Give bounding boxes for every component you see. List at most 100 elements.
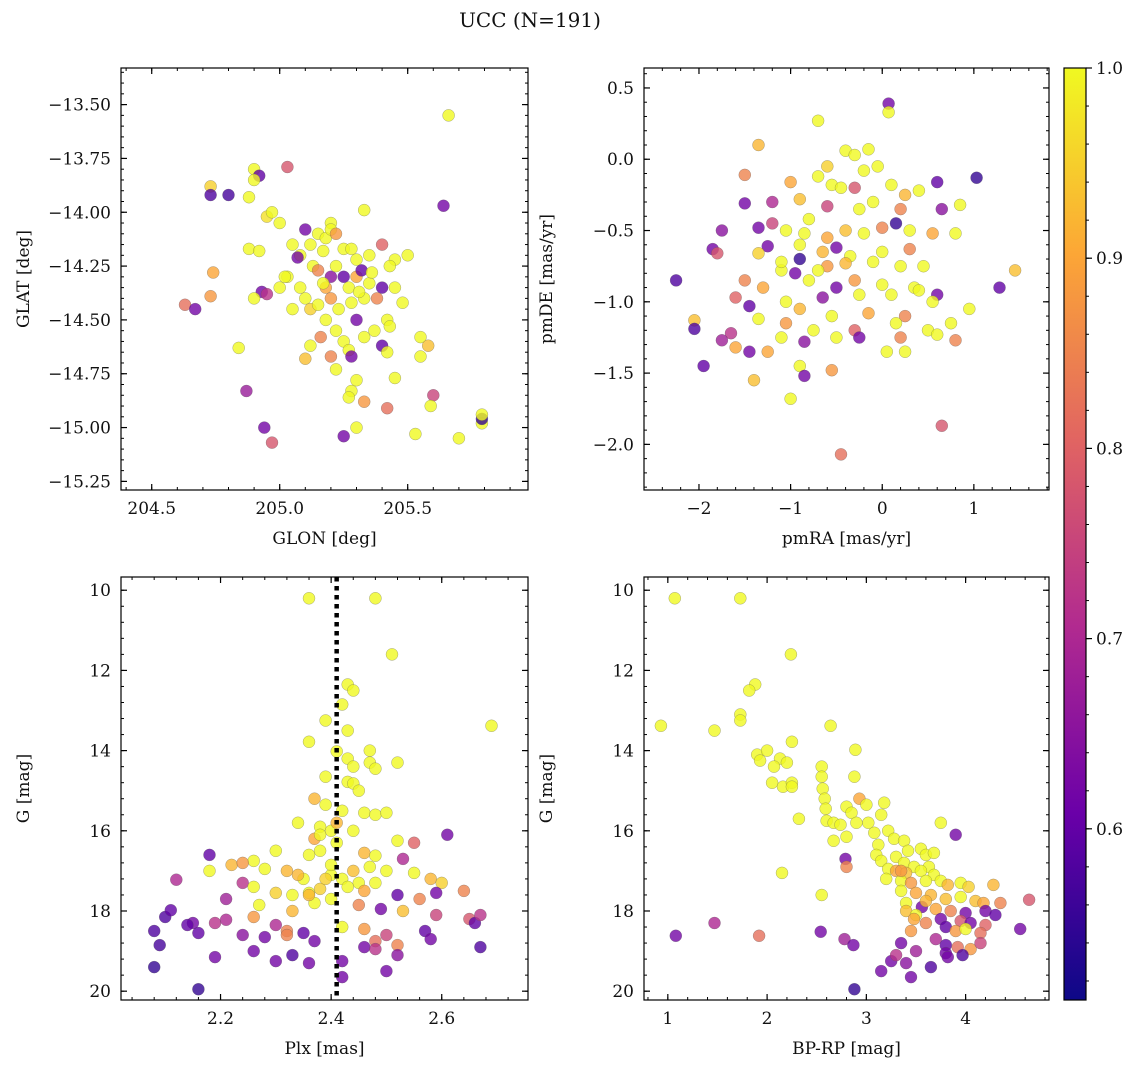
y-tick-label: 18 — [89, 902, 111, 922]
data-point — [941, 950, 955, 964]
data-point — [935, 419, 949, 433]
data-point — [848, 274, 861, 287]
data-point — [345, 242, 358, 256]
data-point — [775, 331, 788, 344]
data-point — [877, 796, 891, 809]
data-point — [894, 331, 907, 344]
data-point — [688, 322, 701, 336]
data-point — [147, 924, 161, 938]
data-point — [391, 834, 404, 848]
data-point — [857, 227, 871, 240]
axes-frame — [120, 67, 529, 491]
data-point — [798, 369, 811, 383]
data-point — [944, 316, 958, 330]
data-point — [311, 298, 325, 312]
data-point — [919, 916, 933, 930]
data-point — [857, 164, 871, 177]
data-point — [874, 854, 888, 868]
data-point — [761, 345, 774, 358]
data-point — [847, 938, 860, 952]
data-point — [313, 828, 327, 842]
data-point — [429, 886, 443, 900]
data-point — [424, 932, 437, 946]
data-point — [319, 313, 333, 327]
y-axis-label: G [mag] — [14, 754, 34, 823]
data-point — [363, 860, 377, 874]
y-tick-label: −1.0 — [593, 293, 634, 313]
data-point — [767, 760, 781, 773]
data-point — [319, 714, 332, 727]
data-point — [743, 345, 756, 358]
data-point — [848, 181, 861, 195]
data-point — [830, 331, 843, 344]
data-point — [269, 918, 283, 932]
data-point — [337, 270, 350, 284]
data-point — [830, 241, 843, 254]
x-axis-label: pmRA [mas/yr] — [782, 529, 911, 549]
data-point — [711, 247, 724, 260]
data-point — [236, 876, 249, 890]
data-point — [153, 938, 166, 952]
data-point — [358, 884, 371, 898]
data-point — [424, 399, 437, 413]
data-point — [949, 828, 962, 842]
data-point — [816, 291, 829, 304]
data-point — [252, 244, 266, 258]
data-point — [369, 849, 382, 862]
data-point — [807, 324, 820, 337]
y-tick-label: −13.50 — [48, 96, 111, 116]
data-point — [147, 960, 161, 974]
data-point — [962, 880, 975, 894]
data-point — [341, 724, 354, 737]
data-point — [775, 866, 789, 880]
data-point — [840, 860, 853, 874]
data-point — [314, 330, 327, 344]
data-point — [885, 178, 898, 192]
data-point — [347, 684, 360, 697]
data-point — [912, 284, 926, 297]
data-point — [302, 735, 316, 749]
data-point — [385, 648, 399, 661]
y-tick-label: 14 — [89, 742, 111, 762]
data-point — [281, 160, 294, 174]
data-point — [208, 950, 222, 964]
data-point — [868, 826, 881, 840]
data-point — [874, 808, 888, 822]
colorbar-tick-label: 0.8 — [1096, 439, 1123, 459]
data-point — [669, 274, 683, 287]
data-point — [903, 242, 916, 256]
data-point — [927, 846, 941, 860]
data-point — [335, 920, 349, 934]
data-point — [889, 316, 903, 330]
data-point — [350, 313, 363, 327]
data-point — [949, 227, 962, 240]
data-point — [391, 948, 404, 962]
data-point — [188, 302, 202, 316]
y-tick-label: −14.25 — [48, 257, 111, 277]
data-point — [192, 982, 205, 996]
data-point — [302, 956, 316, 970]
data-point — [369, 876, 382, 890]
data-point — [429, 908, 443, 922]
data-point — [953, 198, 967, 212]
data-point — [474, 940, 487, 954]
data-point — [316, 277, 330, 290]
data-point — [370, 292, 384, 305]
data-point — [752, 138, 765, 152]
data-point — [219, 913, 233, 927]
data-point — [848, 148, 861, 162]
y-tick-label: 16 — [612, 822, 634, 842]
data-point — [313, 844, 327, 858]
data-point — [792, 812, 806, 826]
x-tick-label: 4 — [960, 1009, 971, 1029]
data-point — [401, 249, 414, 262]
data-point — [441, 828, 454, 842]
data-point — [365, 266, 379, 279]
data-point — [898, 309, 912, 323]
data-point — [825, 309, 839, 323]
data-point — [738, 168, 752, 182]
data-point — [853, 331, 866, 344]
data-point — [904, 970, 918, 984]
colorbar-tick-label: 1.0 — [1096, 59, 1123, 79]
